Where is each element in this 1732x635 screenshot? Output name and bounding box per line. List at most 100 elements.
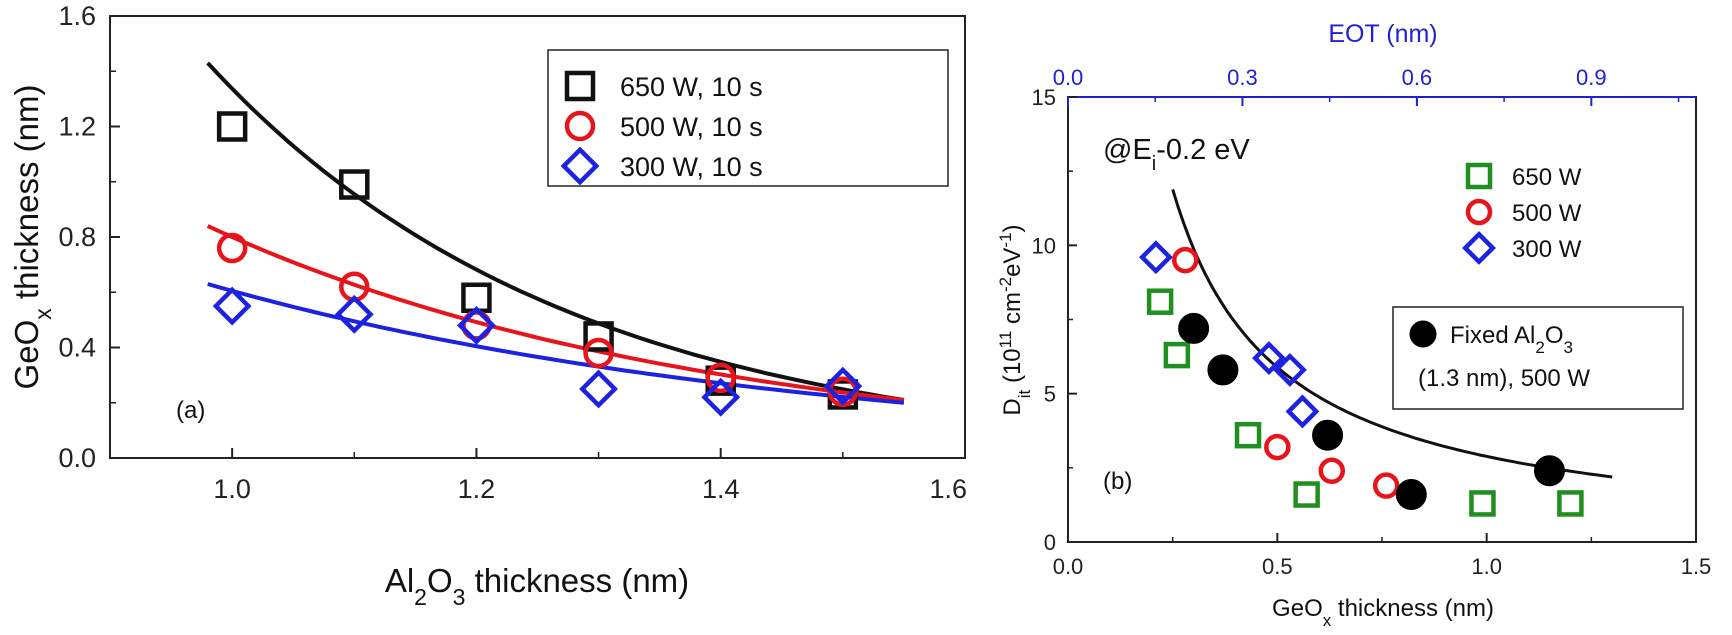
panel-a-y-title-part: GeO xyxy=(8,320,45,390)
panel-b-y-title-part: cm xyxy=(999,292,1026,331)
panel-b-data-point xyxy=(1372,472,1400,499)
panel-a-y-axis-title: GeOx thickness (nm) xyxy=(8,85,56,390)
panel-b-y-tick-label: 10 xyxy=(1032,233,1056,258)
panel-a-legend-box xyxy=(547,49,949,187)
panel-b-fixed-legend: Fixed Al2O3 (1.3 nm), 500 W xyxy=(1409,320,1590,392)
panel-a-y-tick-label: 1.6 xyxy=(58,1,96,31)
panel-b-x-axis-title: GeOx thickness (nm) xyxy=(1272,595,1494,630)
panel-b-x-tick-label: 1.0 xyxy=(1471,554,1502,579)
panel-b-y-tick-label: 0 xyxy=(1044,530,1056,555)
panel-a-legend-marker xyxy=(564,110,596,142)
panel-b-data-point xyxy=(1312,419,1344,451)
panel-a-data-point xyxy=(456,305,496,345)
panel-b-legend-label: 300 W xyxy=(1512,236,1582,263)
panel-a-data-point xyxy=(216,111,248,142)
panel-a-x-tick-label: 1.0 xyxy=(213,474,251,504)
panel-b-data-point xyxy=(1293,481,1320,508)
panel-b-data-point xyxy=(1178,312,1210,344)
panel-a-axes: 1.0 1.2 1.4 1.6 0.0 0.4 0.8 1.2 1.6 xyxy=(58,1,967,504)
panel-a-fit-line xyxy=(206,224,905,402)
panel-a-label: (a) xyxy=(176,397,205,424)
panel-b-top-axis-title: EOT (nm) xyxy=(1328,20,1437,48)
legend-sub: 3 xyxy=(1564,338,1573,357)
panel-a-x-tick-label-edge: 1.6 xyxy=(929,474,967,504)
panel-a-data-point xyxy=(705,362,736,394)
panel-a-x-title-sub: 2 xyxy=(414,584,427,610)
panel-a-x-axis-title: Al2O3 thickness (nm) xyxy=(385,562,689,610)
panel-b-y-title-part: (10 xyxy=(999,348,1026,389)
panel-b-y-title-sup: -1 xyxy=(996,232,1015,247)
panel-a-legend-label: 500 W, 10 s xyxy=(620,112,763,142)
panel-a-y-tick-label: 0.8 xyxy=(58,222,96,252)
panel-b-y-title-sup: -2 xyxy=(996,277,1015,292)
panel-a-data-point xyxy=(583,321,614,352)
panel-a-data-point xyxy=(339,169,370,200)
panel-b-data-point xyxy=(1557,490,1584,517)
panel-b-top-tick-label: 0.6 xyxy=(1402,65,1433,90)
panel-b-data-point xyxy=(1533,455,1565,487)
panel-a-data-point xyxy=(212,286,252,326)
panel-b-data-point xyxy=(1285,394,1320,429)
panel-b-data-point xyxy=(1264,433,1291,461)
panel-a-x-tick-label: 1.4 xyxy=(702,474,740,504)
panel-b-y-tick-label: 15 xyxy=(1032,85,1056,110)
panel-a-legend-label: 300 W, 10 s xyxy=(620,152,763,182)
panel-a-legend-label: 650 W, 10 s xyxy=(620,72,763,102)
panel-b-annotation-sub: i xyxy=(1152,153,1156,175)
panel-a-legend-marker xyxy=(560,146,600,186)
panel-b-fixed-legend-box xyxy=(1392,306,1684,410)
panel-b-legend-marker xyxy=(1465,198,1493,226)
panel-b-data-point xyxy=(1163,341,1191,369)
panel-b-data-point xyxy=(1146,288,1174,315)
panel-a-y-title-part: thickness (nm) xyxy=(8,85,45,309)
panel-b-y-title-part: D xyxy=(999,398,1026,415)
panel-b-x-title-part: GeO xyxy=(1272,595,1323,622)
panel-a-x-title-part: O xyxy=(427,562,453,599)
panel-b-top-tick-label: 0.9 xyxy=(1576,65,1607,90)
panel-b-x-tick-label: 1.5 xyxy=(1681,554,1712,579)
panel-a-data-point xyxy=(701,377,741,417)
panel-b-legend-marker xyxy=(1465,162,1493,190)
panel-a-y-tick-label: 1.2 xyxy=(58,112,96,142)
panel-b-y-axis-title: Dit (1011 cm-2eV-1) xyxy=(996,224,1034,415)
panel-a-chart: 1.0 1.2 1.4 1.6 0.0 0.4 0.8 1.2 1.6 650 W, 10 s 5… xyxy=(8,1,967,610)
panel-b-data-point xyxy=(1252,341,1286,375)
panel-a-data-point xyxy=(334,294,374,334)
panel-a-legend-marker xyxy=(564,70,596,102)
panel-b-legend: 650 W 500 W 300 W xyxy=(1462,162,1582,265)
panel-b-top-tick-label: 0.0 xyxy=(1053,65,1084,90)
panel-a-fit-line xyxy=(206,61,905,402)
panel-b-data-point xyxy=(1138,240,1173,275)
panel-a-y-title-sub: x xyxy=(30,308,56,320)
panel-b-y-title-sup: 11 xyxy=(996,331,1015,349)
panel-a-data-points xyxy=(212,111,863,417)
panel-b-fixed-legend-label-line2: (1.3 nm), 500 W xyxy=(1418,365,1590,392)
panel-b-data-point xyxy=(1395,479,1427,511)
panel-a-x-title-part: thickness (nm) xyxy=(465,562,689,599)
panel-a-fit-line xyxy=(207,282,905,405)
panel-a-data-point xyxy=(579,369,619,409)
panel-b-data-points xyxy=(1138,240,1584,517)
panel-b-fixed-legend-label: Fixed Al2O3 xyxy=(1450,322,1573,357)
panel-b-annotation-part: -0.2 eV xyxy=(1156,134,1250,166)
panel-b-y-title-part: eV xyxy=(999,248,1026,277)
panel-b-data-point xyxy=(1234,421,1262,449)
panel-b-data-point xyxy=(1272,353,1307,387)
panel-b-data-point xyxy=(1469,490,1496,517)
legend-part: Fixed Al xyxy=(1450,322,1535,349)
panel-b-data-point xyxy=(1207,354,1239,386)
panel-b-x-tick-label: 0.0 xyxy=(1053,554,1084,579)
panel-b-x-tick-label: 0.5 xyxy=(1262,554,1293,579)
legend-part: O xyxy=(1545,322,1564,349)
legend-sub: 2 xyxy=(1535,338,1544,357)
panel-b-legend-label: 500 W xyxy=(1512,200,1582,227)
panel-a-x-tick-label: 1.2 xyxy=(458,474,496,504)
panel-a-data-point xyxy=(823,366,863,406)
panel-a-x-title-sub: 3 xyxy=(453,584,466,610)
panel-b-y-title-part: ) xyxy=(999,224,1026,232)
panel-b-legend-marker xyxy=(1462,231,1496,265)
